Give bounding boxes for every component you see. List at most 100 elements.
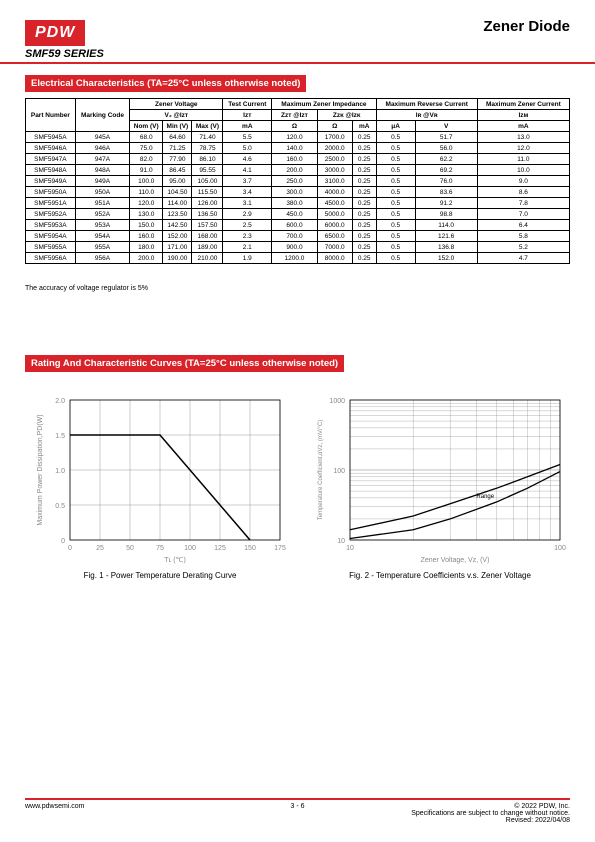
- table-cell: 83.6: [415, 187, 477, 198]
- table-cell: 114.00: [163, 198, 192, 209]
- table-row: SMF5948A948A91.086.4595.554.1200.03000.0…: [26, 165, 570, 176]
- th-zv: Zener Voltage: [130, 99, 223, 110]
- table-cell: 142.50: [163, 220, 192, 231]
- th-zzt: Zᴢᴛ @Iᴢᴛ: [272, 110, 318, 121]
- table-cell: 168.00: [192, 231, 223, 242]
- table-cell: 7.0: [477, 209, 569, 220]
- table-cell: 12.0: [477, 143, 569, 154]
- table-cell: 160.0: [272, 154, 318, 165]
- table-cell: 2.1: [223, 242, 272, 253]
- table-cell: 10.0: [477, 165, 569, 176]
- table-cell: 77.90: [163, 154, 192, 165]
- table-row: SMF5951A951A120.0114.00126.003.1380.0450…: [26, 198, 570, 209]
- table-cell: 0.5: [376, 132, 415, 143]
- table-cell: 300.0: [272, 187, 318, 198]
- table-cell: 0.25: [352, 231, 376, 242]
- table-cell: 180.0: [130, 242, 163, 253]
- table-cell: 4500.0: [317, 198, 352, 209]
- table-cell: 0.25: [352, 165, 376, 176]
- table-cell: 189.00: [192, 242, 223, 253]
- table-cell: 0.25: [352, 253, 376, 264]
- table-cell: SMF5954A: [26, 231, 76, 242]
- th-ua: μA: [376, 121, 415, 132]
- table-cell: 11.0: [477, 154, 569, 165]
- svg-text:Maximum Power Dissipation,PD(W: Maximum Power Dissipation,PD(W): [37, 414, 44, 525]
- table-cell: 380.0: [272, 198, 318, 209]
- table-cell: 121.6: [415, 231, 477, 242]
- table-cell: 4.6: [223, 154, 272, 165]
- table-cell: 56.0: [415, 143, 477, 154]
- table-cell: 5000.0: [317, 209, 352, 220]
- table-cell: 140.0: [272, 143, 318, 154]
- th-v: V: [415, 121, 477, 132]
- table-cell: 2000.0: [317, 143, 352, 154]
- th-ma1: mA: [223, 121, 272, 132]
- table-cell: 946A: [75, 143, 129, 154]
- table-cell: 953A: [75, 220, 129, 231]
- logo: PDW: [25, 20, 85, 46]
- table-cell: 68.0: [130, 132, 163, 143]
- table-cell: SMF5945A: [26, 132, 76, 143]
- th-izt: Iᴢᴛ: [223, 110, 272, 121]
- table-cell: 1200.0: [272, 253, 318, 264]
- table-cell: 114.0: [415, 220, 477, 231]
- table-cell: 82.0: [130, 154, 163, 165]
- table-cell: 0.5: [376, 253, 415, 264]
- table-cell: 2.5: [223, 220, 272, 231]
- th-imp: Maximum Zener Impedance: [272, 99, 377, 110]
- svg-text:0: 0: [61, 538, 65, 545]
- table-cell: 900.0: [272, 242, 318, 253]
- table-cell: 91.2: [415, 198, 477, 209]
- table-cell: 75.0: [130, 143, 163, 154]
- section-curves-heading: Rating And Characteristic Curves (TA=25°…: [25, 355, 344, 372]
- svg-text:0.5: 0.5: [55, 503, 65, 510]
- table-cell: 136.50: [192, 209, 223, 220]
- chart2-caption: Fig. 2 - Temperature Coefficients v.s. Z…: [310, 571, 570, 580]
- table-cell: SMF5948A: [26, 165, 76, 176]
- svg-text:Tʟ (℃): Tʟ (℃): [164, 557, 186, 564]
- table-cell: SMF5951A: [26, 198, 76, 209]
- svg-text:25: 25: [96, 545, 104, 552]
- chart1-caption: Fig. 1 - Power Temperature Derating Curv…: [30, 571, 290, 580]
- table-cell: 952A: [75, 209, 129, 220]
- table-cell: 1700.0: [317, 132, 352, 143]
- table-cell: 2.3: [223, 231, 272, 242]
- table-cell: 1.9: [223, 253, 272, 264]
- footer-url: www.pdwsemi.com: [25, 803, 85, 810]
- svg-text:100: 100: [333, 468, 345, 475]
- th-part: Part Number: [26, 99, 76, 132]
- table-cell: 4.1: [223, 165, 272, 176]
- table-cell: 86.10: [192, 154, 223, 165]
- table-cell: 91.0: [130, 165, 163, 176]
- footer-disclaimer: Specifications are subject to change wit…: [411, 810, 570, 817]
- table-cell: 951A: [75, 198, 129, 209]
- svg-text:Zener Voltage, Vᴢ, (V): Zener Voltage, Vᴢ, (V): [421, 557, 490, 564]
- table-cell: 71.25: [163, 143, 192, 154]
- table-cell: 0.25: [352, 132, 376, 143]
- svg-text:0: 0: [68, 545, 72, 552]
- th-zzk: Zᴢᴋ @Iᴢᴋ: [317, 110, 376, 121]
- footer-copyright: © 2022 PDW, Inc.: [514, 803, 570, 810]
- svg-text:1.0: 1.0: [55, 468, 65, 475]
- th-maxv: Max (V): [192, 121, 223, 132]
- table-cell: 105.00: [192, 176, 223, 187]
- section-electrical-heading: Electrical Characteristics (TA=25°C unle…: [25, 75, 306, 92]
- table-cell: 152.00: [163, 231, 192, 242]
- table-cell: SMF5946A: [26, 143, 76, 154]
- characteristics-table: Part Number Marking Code Zener Voltage T…: [25, 98, 570, 264]
- table-cell: 160.0: [130, 231, 163, 242]
- page-title: Zener Diode: [483, 18, 570, 35]
- svg-text:75: 75: [156, 545, 164, 552]
- th-min: Min (V): [163, 121, 192, 132]
- table-cell: 945A: [75, 132, 129, 143]
- table-cell: 8000.0: [317, 253, 352, 264]
- table-cell: 0.25: [352, 220, 376, 231]
- table-cell: 0.5: [376, 231, 415, 242]
- table-cell: 6000.0: [317, 220, 352, 231]
- table-cell: 86.45: [163, 165, 192, 176]
- table-cell: 115.50: [192, 187, 223, 198]
- svg-text:150: 150: [244, 545, 256, 552]
- table-cell: 126.00: [192, 198, 223, 209]
- table-cell: 78.75: [192, 143, 223, 154]
- svg-text:Temperature Coefficient,αVz, (: Temperature Coefficient,αVz, (mV/°C): [318, 420, 324, 520]
